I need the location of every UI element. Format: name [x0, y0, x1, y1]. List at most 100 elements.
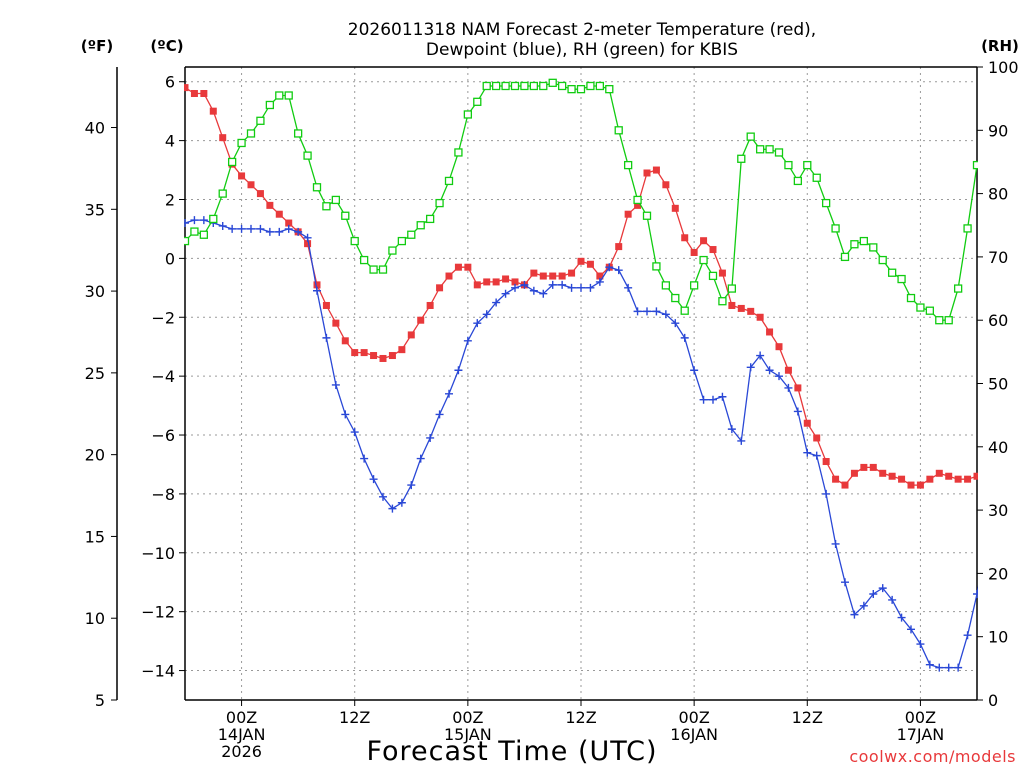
dewpoint-point — [473, 319, 482, 328]
rh-point — [840, 252, 850, 262]
dewpoint-point — [360, 454, 369, 463]
dewpoint-point — [680, 333, 689, 342]
rh-tick-label: 60 — [988, 311, 1008, 330]
rh-point — [199, 230, 209, 239]
temperature-point — [370, 352, 378, 360]
dewpoint-point — [445, 389, 453, 398]
dewpoint-point — [907, 625, 915, 634]
x-axis-label: Forecast Time (UTC) — [366, 736, 657, 767]
rh-point — [539, 81, 548, 91]
temperature-point — [184, 84, 189, 92]
temperature-point — [784, 366, 792, 374]
rh-point — [925, 306, 935, 315]
dewpoint-point — [756, 351, 765, 360]
rh-point — [548, 78, 557, 87]
temperature-point — [379, 354, 387, 362]
dewpoint-point — [313, 286, 321, 295]
temperature-point — [718, 269, 726, 277]
temperature-point — [832, 475, 840, 483]
rh-point — [510, 81, 520, 91]
dewpoint-point — [567, 283, 576, 292]
temperature-point — [426, 301, 434, 309]
rh-point — [388, 246, 397, 255]
dewpoint-point — [256, 224, 265, 233]
rh-tick-label: 90 — [988, 121, 1008, 140]
temperature-point — [568, 269, 576, 277]
rh-point — [869, 243, 878, 252]
dewpoint-point — [624, 283, 633, 292]
dewpoint-point — [765, 366, 774, 375]
rh-point — [557, 81, 567, 91]
dewpoint-point — [265, 227, 274, 236]
temperature-point — [238, 172, 246, 180]
dewpoint-point — [435, 410, 444, 419]
temperature-point — [256, 190, 264, 198]
rh-point — [454, 148, 463, 157]
temperature-point — [322, 301, 330, 309]
rh-point — [859, 236, 869, 246]
dewpoint-point — [184, 219, 189, 228]
dewpoint-point — [303, 233, 312, 242]
dewpoint-point — [746, 363, 755, 372]
temperature-point — [879, 469, 887, 477]
dewpoint-point — [247, 224, 255, 233]
rh-point — [963, 224, 972, 233]
temperature-point — [775, 343, 783, 351]
temperature-point — [916, 481, 924, 489]
temperature-point — [850, 469, 858, 477]
temperature-point — [671, 204, 679, 212]
dewpoint-point — [869, 590, 878, 599]
x-tick-label: 12Z — [565, 708, 596, 727]
dewpoint-point — [690, 366, 699, 375]
dewpoint-point — [539, 289, 548, 298]
dewpoint-point — [803, 448, 812, 457]
series-layer — [184, 78, 990, 672]
temperature-point — [341, 337, 349, 345]
x-tick-label: 16JAN — [670, 725, 718, 744]
temperature-point — [483, 278, 491, 286]
temperature-point — [615, 243, 623, 251]
rh-point — [755, 145, 765, 154]
dewpoint-point — [190, 216, 199, 225]
dewpoint-point — [463, 336, 472, 345]
dewpoint-point — [482, 310, 491, 319]
rh-point — [821, 198, 831, 208]
temperature-point — [304, 240, 312, 248]
dewpoint-point — [228, 224, 237, 233]
rh-point — [633, 195, 642, 205]
dewpoint-point — [709, 395, 717, 404]
rh-point — [369, 265, 378, 274]
dewpoint-point — [520, 280, 529, 289]
temperature-point — [360, 349, 368, 357]
rh-point — [444, 176, 454, 186]
temperature-point — [728, 301, 736, 309]
temperature-point — [436, 284, 444, 292]
rh-point — [359, 255, 369, 265]
temperature-point — [454, 263, 462, 271]
rh-point — [407, 230, 416, 239]
rh-point — [623, 160, 633, 170]
rh-point — [983, 162, 990, 169]
rh-point — [784, 160, 793, 170]
rh-point — [887, 268, 897, 277]
rh-unit-label: (RH) — [981, 37, 1019, 55]
rh-point — [529, 81, 539, 91]
dewpoint-point — [379, 492, 387, 501]
rh-point — [209, 214, 218, 224]
rh-point — [803, 160, 812, 170]
temperature-point — [209, 107, 217, 115]
rh-point — [435, 198, 444, 208]
rh-point — [671, 293, 680, 303]
chart-title-line-2: Dewpoint (blue), RH (green) for KBIS — [426, 40, 738, 60]
rh-point — [463, 110, 473, 119]
temperature-point — [907, 481, 915, 489]
rh-series — [184, 78, 990, 325]
rh-tick-label: 100 — [988, 58, 1019, 77]
dewpoint-point — [793, 407, 802, 416]
rh-tick-label: 40 — [988, 438, 1008, 457]
temperature-point — [860, 463, 868, 471]
temperature-point — [954, 475, 962, 483]
fahrenheit-tick-label: 10 — [85, 609, 105, 628]
temperature-point — [190, 89, 198, 97]
